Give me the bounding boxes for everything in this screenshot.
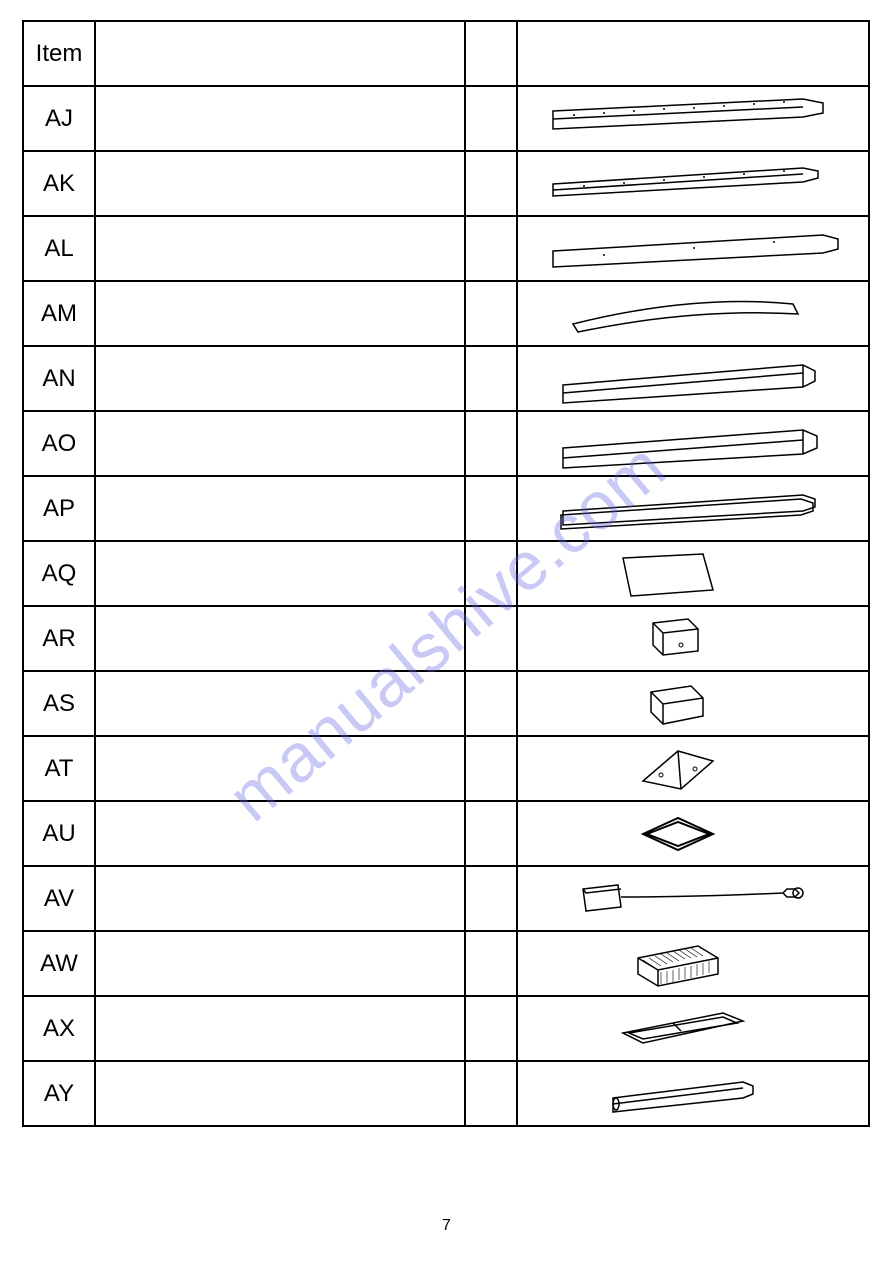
table-row: AO xyxy=(23,411,869,476)
item-desc xyxy=(95,411,465,476)
item-picture xyxy=(517,996,869,1061)
item-desc xyxy=(95,996,465,1061)
item-qty xyxy=(465,866,517,931)
item-qty xyxy=(465,86,517,151)
page-number: 7 xyxy=(0,1217,893,1235)
item-picture xyxy=(517,281,869,346)
item-qty xyxy=(465,151,517,216)
item-desc xyxy=(95,216,465,281)
table-row: AP xyxy=(23,476,869,541)
item-id: AX xyxy=(23,996,95,1061)
parts-table-wrap: ItemAJAKALAMANAOAPAQARASATAUAVAWAXAY xyxy=(22,20,870,1127)
item-desc xyxy=(95,931,465,996)
table-row: AW xyxy=(23,931,869,996)
item-picture xyxy=(517,86,869,151)
table-row: AJ xyxy=(23,86,869,151)
item-qty xyxy=(465,606,517,671)
item-qty xyxy=(465,281,517,346)
item-picture xyxy=(517,866,869,931)
item-picture xyxy=(517,476,869,541)
item-picture xyxy=(517,151,869,216)
header-desc xyxy=(95,21,465,86)
item-qty xyxy=(465,1061,517,1126)
item-id: AL xyxy=(23,216,95,281)
item-qty xyxy=(465,671,517,736)
item-id: AV xyxy=(23,866,95,931)
parts-table: ItemAJAKALAMANAOAPAQARASATAUAVAWAXAY xyxy=(22,20,870,1127)
item-qty xyxy=(465,476,517,541)
item-id: AT xyxy=(23,736,95,801)
item-id: AP xyxy=(23,476,95,541)
item-qty xyxy=(465,346,517,411)
item-id: AO xyxy=(23,411,95,476)
item-desc xyxy=(95,1061,465,1126)
item-desc xyxy=(95,671,465,736)
item-id: AN xyxy=(23,346,95,411)
item-id: AU xyxy=(23,801,95,866)
item-id: AQ xyxy=(23,541,95,606)
item-picture xyxy=(517,736,869,801)
item-desc xyxy=(95,151,465,216)
item-desc xyxy=(95,541,465,606)
table-row: AV xyxy=(23,866,869,931)
item-id: AS xyxy=(23,671,95,736)
item-picture xyxy=(517,606,869,671)
item-picture xyxy=(517,1061,869,1126)
table-row: AK xyxy=(23,151,869,216)
item-id: AM xyxy=(23,281,95,346)
item-qty xyxy=(465,931,517,996)
item-desc xyxy=(95,476,465,541)
table-row: AQ xyxy=(23,541,869,606)
item-picture xyxy=(517,541,869,606)
item-desc xyxy=(95,606,465,671)
item-qty xyxy=(465,541,517,606)
item-picture xyxy=(517,411,869,476)
item-qty xyxy=(465,216,517,281)
item-qty xyxy=(465,736,517,801)
item-id: AR xyxy=(23,606,95,671)
item-picture xyxy=(517,931,869,996)
table-row: AN xyxy=(23,346,869,411)
item-picture xyxy=(517,671,869,736)
table-row: AU xyxy=(23,801,869,866)
table-row: AL xyxy=(23,216,869,281)
item-picture xyxy=(517,346,869,411)
table-row: AM xyxy=(23,281,869,346)
item-qty xyxy=(465,801,517,866)
item-id: AK xyxy=(23,151,95,216)
item-desc xyxy=(95,86,465,151)
table-row: AT xyxy=(23,736,869,801)
header-pic xyxy=(517,21,869,86)
table-row: AR xyxy=(23,606,869,671)
table-row: AX xyxy=(23,996,869,1061)
item-id: AY xyxy=(23,1061,95,1126)
table-row: AS xyxy=(23,671,869,736)
item-picture xyxy=(517,801,869,866)
item-id: AW xyxy=(23,931,95,996)
header-item: Item xyxy=(23,21,95,86)
item-qty xyxy=(465,411,517,476)
item-desc xyxy=(95,801,465,866)
item-id: AJ xyxy=(23,86,95,151)
item-desc xyxy=(95,346,465,411)
item-picture xyxy=(517,216,869,281)
item-desc xyxy=(95,866,465,931)
item-desc xyxy=(95,736,465,801)
table-row: AY xyxy=(23,1061,869,1126)
item-qty xyxy=(465,996,517,1061)
item-desc xyxy=(95,281,465,346)
header-qty xyxy=(465,21,517,86)
